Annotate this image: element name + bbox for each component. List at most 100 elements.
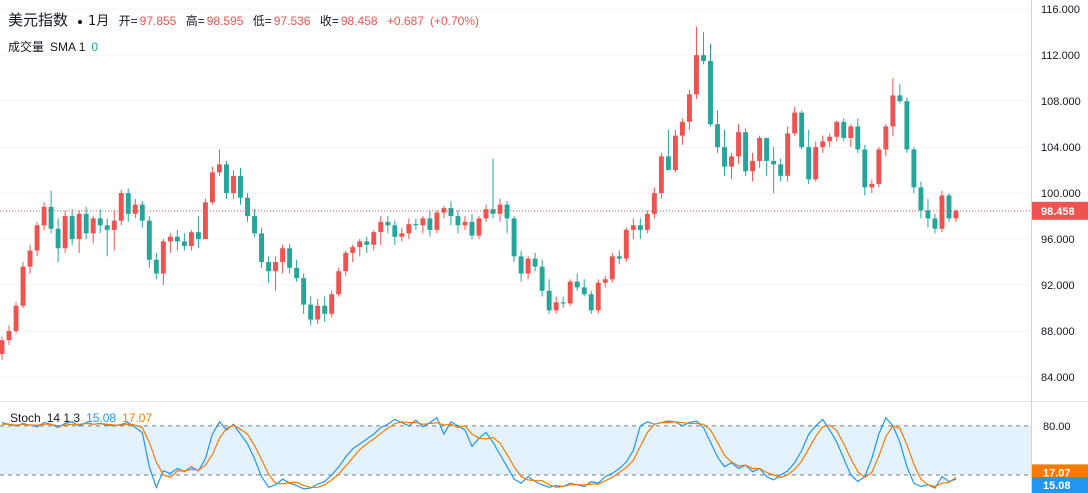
candle-body bbox=[630, 225, 636, 230]
candle-body bbox=[511, 218, 517, 257]
candle-body bbox=[616, 256, 622, 259]
high-value: 98.595 bbox=[206, 14, 244, 28]
candle-body bbox=[701, 55, 706, 61]
candle-body bbox=[553, 302, 559, 311]
candle-body bbox=[497, 204, 503, 214]
candle-body bbox=[904, 101, 910, 150]
stoch-d-line bbox=[2, 421, 957, 488]
candle-body bbox=[104, 225, 110, 230]
candle-body bbox=[97, 218, 103, 226]
last-price-label: 98.458 bbox=[1041, 206, 1075, 218]
candle-body bbox=[41, 206, 47, 226]
candle-body bbox=[371, 232, 377, 245]
stoch-params: 14 1 3 bbox=[46, 411, 81, 425]
candle-body bbox=[715, 124, 720, 148]
candle-body bbox=[308, 304, 314, 320]
candle-body bbox=[392, 225, 398, 237]
candle-body bbox=[90, 218, 96, 234]
volume-label[interactable]: 成交量 bbox=[8, 40, 45, 54]
low-label: 低= bbox=[252, 14, 272, 28]
candle-body bbox=[83, 213, 89, 234]
candle-body bbox=[434, 212, 440, 230]
candle-body bbox=[427, 218, 433, 230]
price-tick-label: 100.000 bbox=[1041, 188, 1081, 200]
price-tick-label: 116.000 bbox=[1041, 4, 1080, 16]
candle-body bbox=[694, 55, 699, 95]
candle-body bbox=[294, 267, 300, 279]
candle-body bbox=[329, 294, 335, 314]
open-value: 97.855 bbox=[139, 14, 177, 28]
stoch-label[interactable]: Stoch bbox=[10, 411, 41, 425]
stoch-k-axis-label: 15.08 bbox=[1043, 480, 1071, 492]
candle-body bbox=[939, 195, 945, 229]
candle-body bbox=[118, 193, 124, 221]
candle-body bbox=[750, 160, 756, 172]
candle-body bbox=[385, 221, 391, 226]
high-label: 高= bbox=[185, 14, 205, 28]
candle-body bbox=[62, 216, 68, 249]
candle-body bbox=[736, 132, 741, 157]
stoch-band bbox=[0, 425, 1031, 475]
price-tick-label: 88.000 bbox=[1041, 326, 1075, 338]
price-tick-label: 92.000 bbox=[1041, 280, 1075, 292]
candle-body bbox=[76, 213, 82, 240]
candle-body bbox=[672, 135, 678, 171]
candle-body bbox=[785, 133, 791, 176]
stoch-d-value: 17.07 bbox=[122, 411, 153, 425]
interval-label[interactable]: 1月 bbox=[88, 14, 110, 29]
change-percent: (+0.70%) bbox=[429, 14, 479, 28]
candle-body bbox=[245, 197, 250, 217]
candle-body bbox=[932, 218, 938, 229]
candle-body bbox=[897, 95, 903, 102]
symbol-name[interactable]: 美元指数 bbox=[8, 11, 69, 29]
candle-body bbox=[0, 340, 5, 355]
stoch-k-value: 15.08 bbox=[86, 411, 117, 425]
candle-body bbox=[708, 60, 713, 125]
candle-body bbox=[202, 202, 208, 240]
candle-body bbox=[722, 147, 727, 167]
candle-body bbox=[181, 241, 187, 246]
price-tick-label: 96.000 bbox=[1041, 234, 1075, 246]
candle-body bbox=[686, 94, 692, 122]
volume-value: 0 bbox=[91, 40, 99, 54]
candle-body bbox=[378, 221, 384, 233]
stoch-legend[interactable]: Stoch 14 1 3 15.08 17.07 bbox=[10, 411, 158, 425]
candle-body bbox=[27, 250, 33, 267]
candle-body bbox=[876, 149, 882, 184]
candle-body bbox=[448, 208, 454, 217]
candle-body bbox=[455, 216, 461, 226]
close-value: 98.458 bbox=[340, 14, 378, 28]
candle-body bbox=[890, 95, 896, 127]
candle-body bbox=[827, 136, 833, 142]
candle-body bbox=[637, 225, 643, 230]
candle-body bbox=[301, 278, 307, 305]
candle-body bbox=[771, 160, 777, 165]
candle-body bbox=[231, 175, 236, 194]
candle-body bbox=[224, 164, 229, 194]
candle-body bbox=[280, 248, 286, 263]
candle-body bbox=[609, 256, 615, 280]
candle-body bbox=[574, 281, 580, 288]
candle-body bbox=[560, 302, 566, 304]
candle-body bbox=[665, 156, 671, 171]
candle-body bbox=[462, 221, 468, 226]
volume-legend[interactable]: 成交量 SMA 1 0 bbox=[8, 38, 104, 55]
candle-body bbox=[132, 204, 138, 214]
candle-body bbox=[315, 305, 321, 320]
candle-body bbox=[420, 218, 426, 226]
candle-body bbox=[883, 126, 889, 150]
candle-body bbox=[862, 149, 868, 188]
change-value: +0.687 bbox=[386, 14, 424, 28]
candle-body bbox=[167, 236, 173, 242]
candle-body bbox=[336, 271, 342, 295]
candle-body bbox=[357, 241, 363, 248]
candle-body bbox=[623, 229, 629, 259]
candle-body bbox=[287, 248, 293, 268]
candle-body bbox=[441, 208, 447, 213]
candle-body bbox=[343, 252, 349, 272]
stoch-k-label-bg bbox=[1032, 477, 1088, 493]
candle-body bbox=[911, 149, 917, 188]
candle-body bbox=[406, 224, 412, 234]
symbol-legend[interactable]: 美元指数 1月 开= 97.855 高= 98.595 低= 97.536 收= 98.4… bbox=[8, 9, 485, 30]
